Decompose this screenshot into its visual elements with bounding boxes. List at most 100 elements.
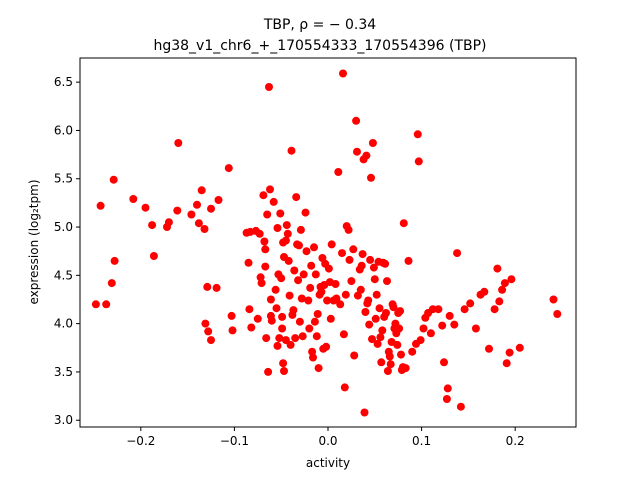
data-point [284,256,293,265]
data-point [440,358,448,367]
data-point [397,350,405,359]
data-point [507,275,516,284]
data-point [289,306,298,315]
data-point [278,324,287,333]
data-point [368,335,376,344]
data-point [471,324,480,333]
data-point [282,221,291,230]
data-point [275,334,284,343]
data-point [214,196,223,204]
data-point [91,300,100,309]
data-point [485,344,493,353]
data-point [228,326,237,335]
data-point [383,277,391,286]
data-point [107,279,116,288]
data-point [285,291,294,300]
data-point [277,274,286,283]
data-point [389,303,398,312]
data-point [393,340,402,349]
data-point [193,200,201,209]
data-point [164,218,173,227]
data-point [295,241,303,250]
data-point [350,351,359,360]
data-point [259,191,268,200]
data-point [278,312,287,321]
data-point [413,130,422,139]
data-point [453,249,462,258]
data-point [110,256,119,265]
data-point [338,249,346,258]
data-point [295,317,304,326]
data-point [96,201,105,210]
data-point [257,279,266,288]
data-point [280,367,288,375]
data-point [371,314,380,323]
data-point [323,296,332,305]
data-point [493,264,502,273]
data-point [194,219,203,228]
data-point [264,367,273,376]
data-point [287,146,296,155]
y-tick-label: 6.5 [54,75,73,89]
data-point [426,329,435,338]
data-point [352,116,361,125]
data-point [207,336,215,345]
data-point [314,364,323,373]
data-point [327,240,336,249]
data-point [434,305,443,314]
data-point [376,333,385,342]
data-point [404,256,413,265]
data-point [148,221,157,230]
data-point [307,261,316,270]
data-point [279,359,288,368]
data-point [373,339,382,348]
y-tick-label: 3.0 [54,413,73,427]
data-point [129,195,138,203]
data-point [502,359,511,368]
data-point [201,319,210,328]
data-point [310,317,319,326]
data-point [322,342,331,351]
y-axis-ticks: 3.0 3.5 4.0 4.5 5.0 5.5 6.0 6.5 [54,75,80,427]
data-point [498,285,507,294]
data-point [382,309,390,317]
data-point [356,285,365,294]
x-tick-label: −0.2 [126,434,155,448]
data-point [339,330,348,339]
data-point [480,287,489,296]
data-point [460,305,469,314]
data-point [339,69,347,78]
data-point [345,255,354,264]
data-point [102,300,111,309]
data-point [395,324,404,333]
data-point [344,225,353,234]
data-point [442,395,451,403]
data-point [310,243,318,252]
data-point [296,225,305,234]
data-point [260,237,269,246]
x-tick-label: 0.2 [506,434,525,448]
data-point [174,139,183,147]
data-point [306,283,315,292]
data-point [381,259,390,268]
data-point [331,280,340,288]
chart-title-line1: TBP, ρ = − 0.34 [263,17,376,33]
data-point [312,332,321,341]
data-point [466,299,475,308]
data-point [263,210,272,219]
y-tick-label: 4.0 [54,317,73,331]
data-point [378,326,387,335]
x-axis-label: activity [306,456,350,470]
data-point [377,358,386,367]
data-point [326,314,335,323]
data-point [149,252,158,260]
data-point [450,320,459,329]
data-point [224,164,233,173]
data-point [396,307,405,316]
data-point [365,320,374,329]
data-point [368,139,377,147]
x-tick-label: 0.1 [412,434,431,448]
data-point [341,290,350,299]
data-point [366,255,375,264]
